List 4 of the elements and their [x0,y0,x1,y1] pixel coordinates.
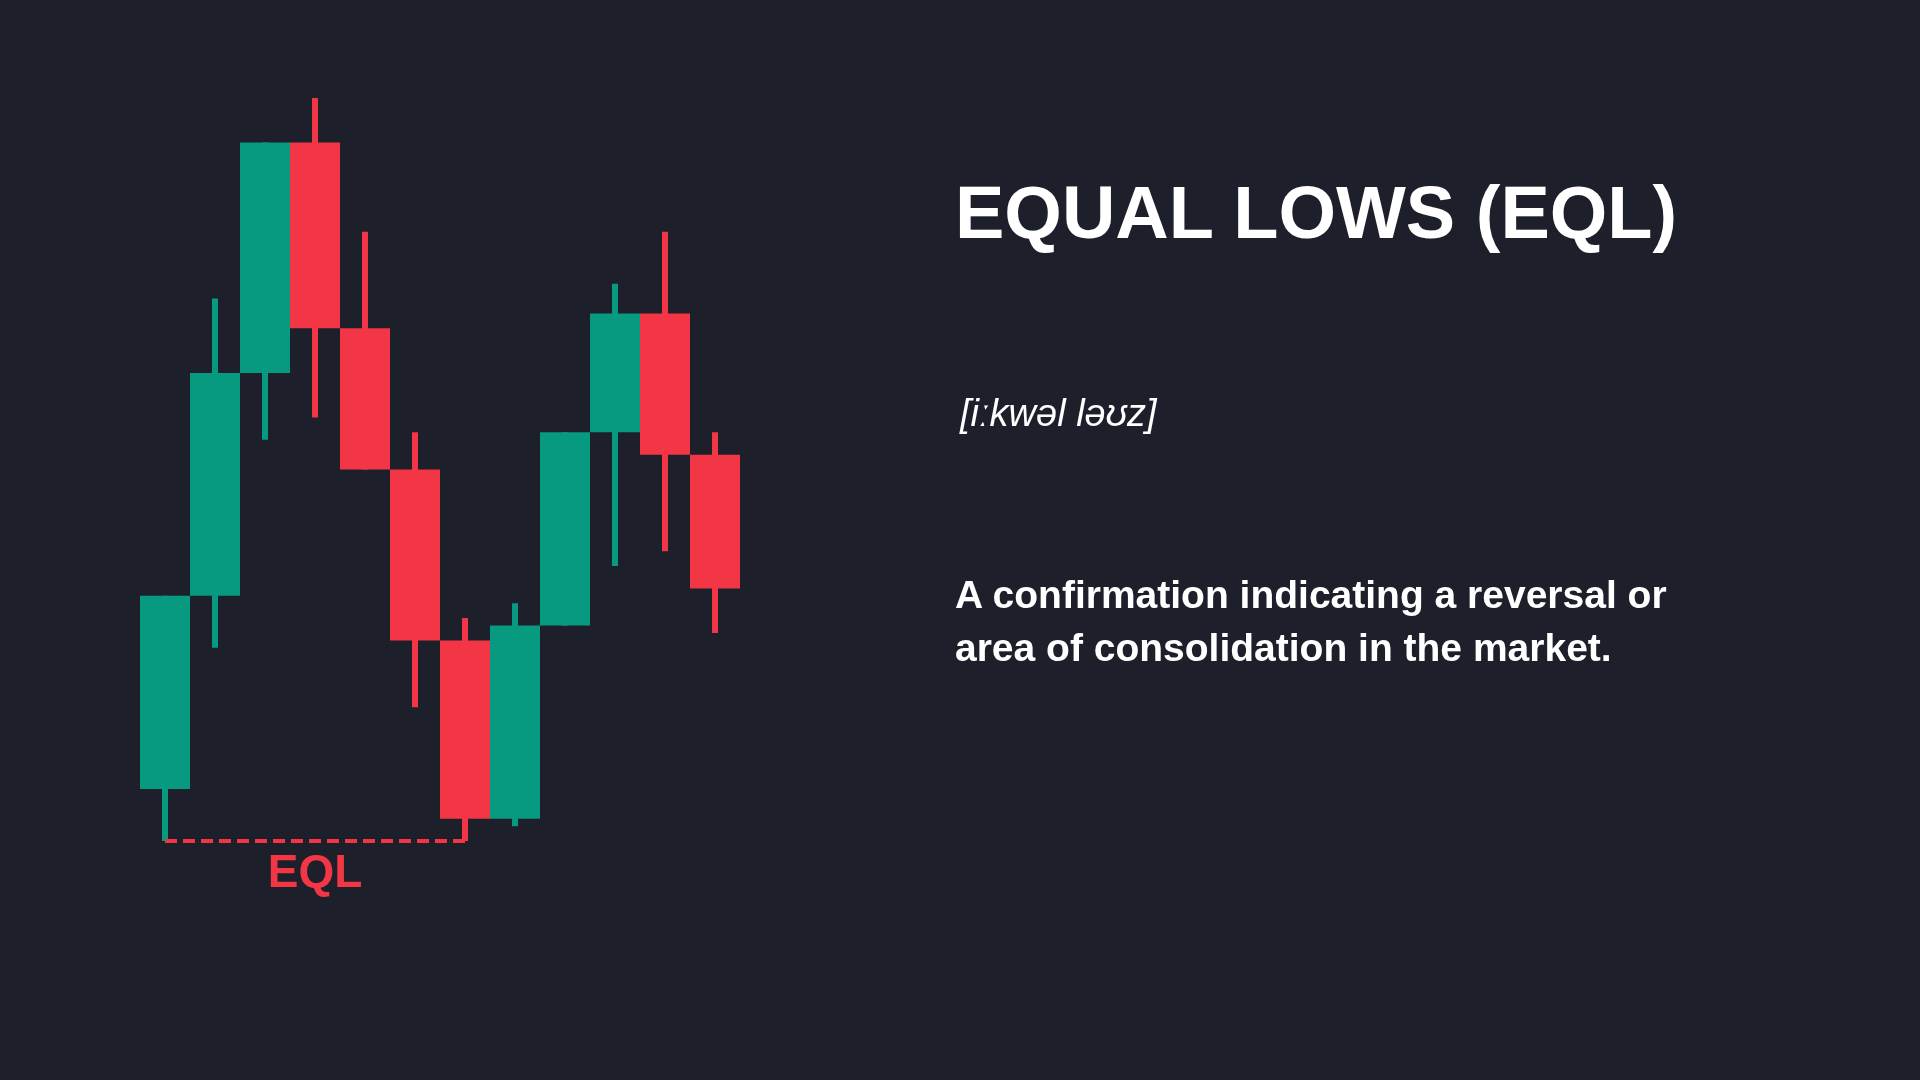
text: EQUAL LOWS (EQL) [955,170,1678,255]
text: A confirmation indicating a reversal or area of consolidation in the market. [955,572,1668,671]
text: [iːkwəl ləʊz] [960,392,1157,435]
ref-line-label: EQL [267,844,363,897]
